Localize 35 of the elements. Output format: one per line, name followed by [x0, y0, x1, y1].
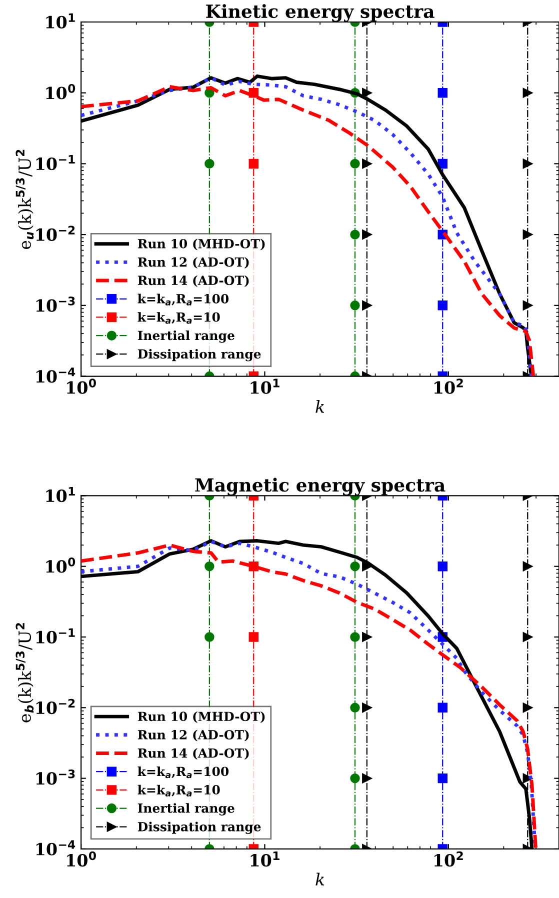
- legend-label: Run 10 (MHD-OT): [138, 711, 265, 723]
- legend-label: Run 12 (AD-OT): [138, 257, 249, 269]
- x-axis-title: k: [316, 872, 324, 886]
- x-tick-label: 10$^{2}$: [434, 851, 463, 867]
- x-tick-label: 10$^{1}$: [250, 851, 280, 867]
- y-tick-label: 10$^{−2}$: [36, 698, 75, 714]
- y-tick-label: 10$^{−3}$: [36, 769, 75, 785]
- x-tick-label: 10$^{1}$: [250, 378, 280, 394]
- y-axis-title: e$_{u}$(k)k$^{5/3}$/U$^{2}$: [16, 150, 34, 250]
- x-axis-title: k: [316, 400, 324, 413]
- legend-label: Dissipation range: [138, 348, 261, 362]
- legend-label: Run 14 (AD-OT): [138, 748, 249, 760]
- y-tick-label: 10$^{0}$: [46, 558, 76, 573]
- y-tick-label: 10$^{−3}$: [36, 296, 75, 312]
- legend-label: Dissipation range: [138, 822, 261, 834]
- y-tick-label: 10$^{1}$: [46, 13, 75, 28]
- chart-title: Kinetic energy spectra: [206, 4, 434, 22]
- legend-label: k=k$_{a}$,R$_{a}$=100: [138, 766, 229, 778]
- legend-label: Run 14 (AD-OT): [138, 275, 249, 287]
- legend-label: k=k$_{a}$,R$_{a}$=100: [138, 294, 229, 306]
- legend-label: Inertial range: [138, 330, 234, 343]
- y-tick-label: 10$^{1}$: [46, 487, 75, 502]
- legend-label: k=k$_{a}$,R$_{a}$=10: [138, 312, 220, 324]
- y-tick-label: 10$^{−2}$: [36, 226, 75, 241]
- legend-label: Run 10 (MHD-OT): [138, 238, 265, 250]
- legend-label: Run 12 (AD-OT): [138, 730, 249, 742]
- legend-label: k=k$_{a}$,R$_{a}$=10: [138, 784, 220, 796]
- x-tick-label: 10$^{2}$: [434, 378, 463, 394]
- y-tick-label: 10$^{−1}$: [36, 628, 75, 644]
- y-axis-title: e$_{b}$(k)k$^{5/3}$/U$^{2}$: [16, 623, 34, 722]
- y-tick-label: 10$^{0}$: [46, 84, 76, 100]
- chart-title: Magnetic energy spectra: [195, 478, 446, 496]
- x-tick-label: 10$^{0}$: [67, 378, 96, 394]
- legend-label: Inertial range: [138, 803, 234, 816]
- y-tick-label: 10$^{−1}$: [36, 155, 75, 170]
